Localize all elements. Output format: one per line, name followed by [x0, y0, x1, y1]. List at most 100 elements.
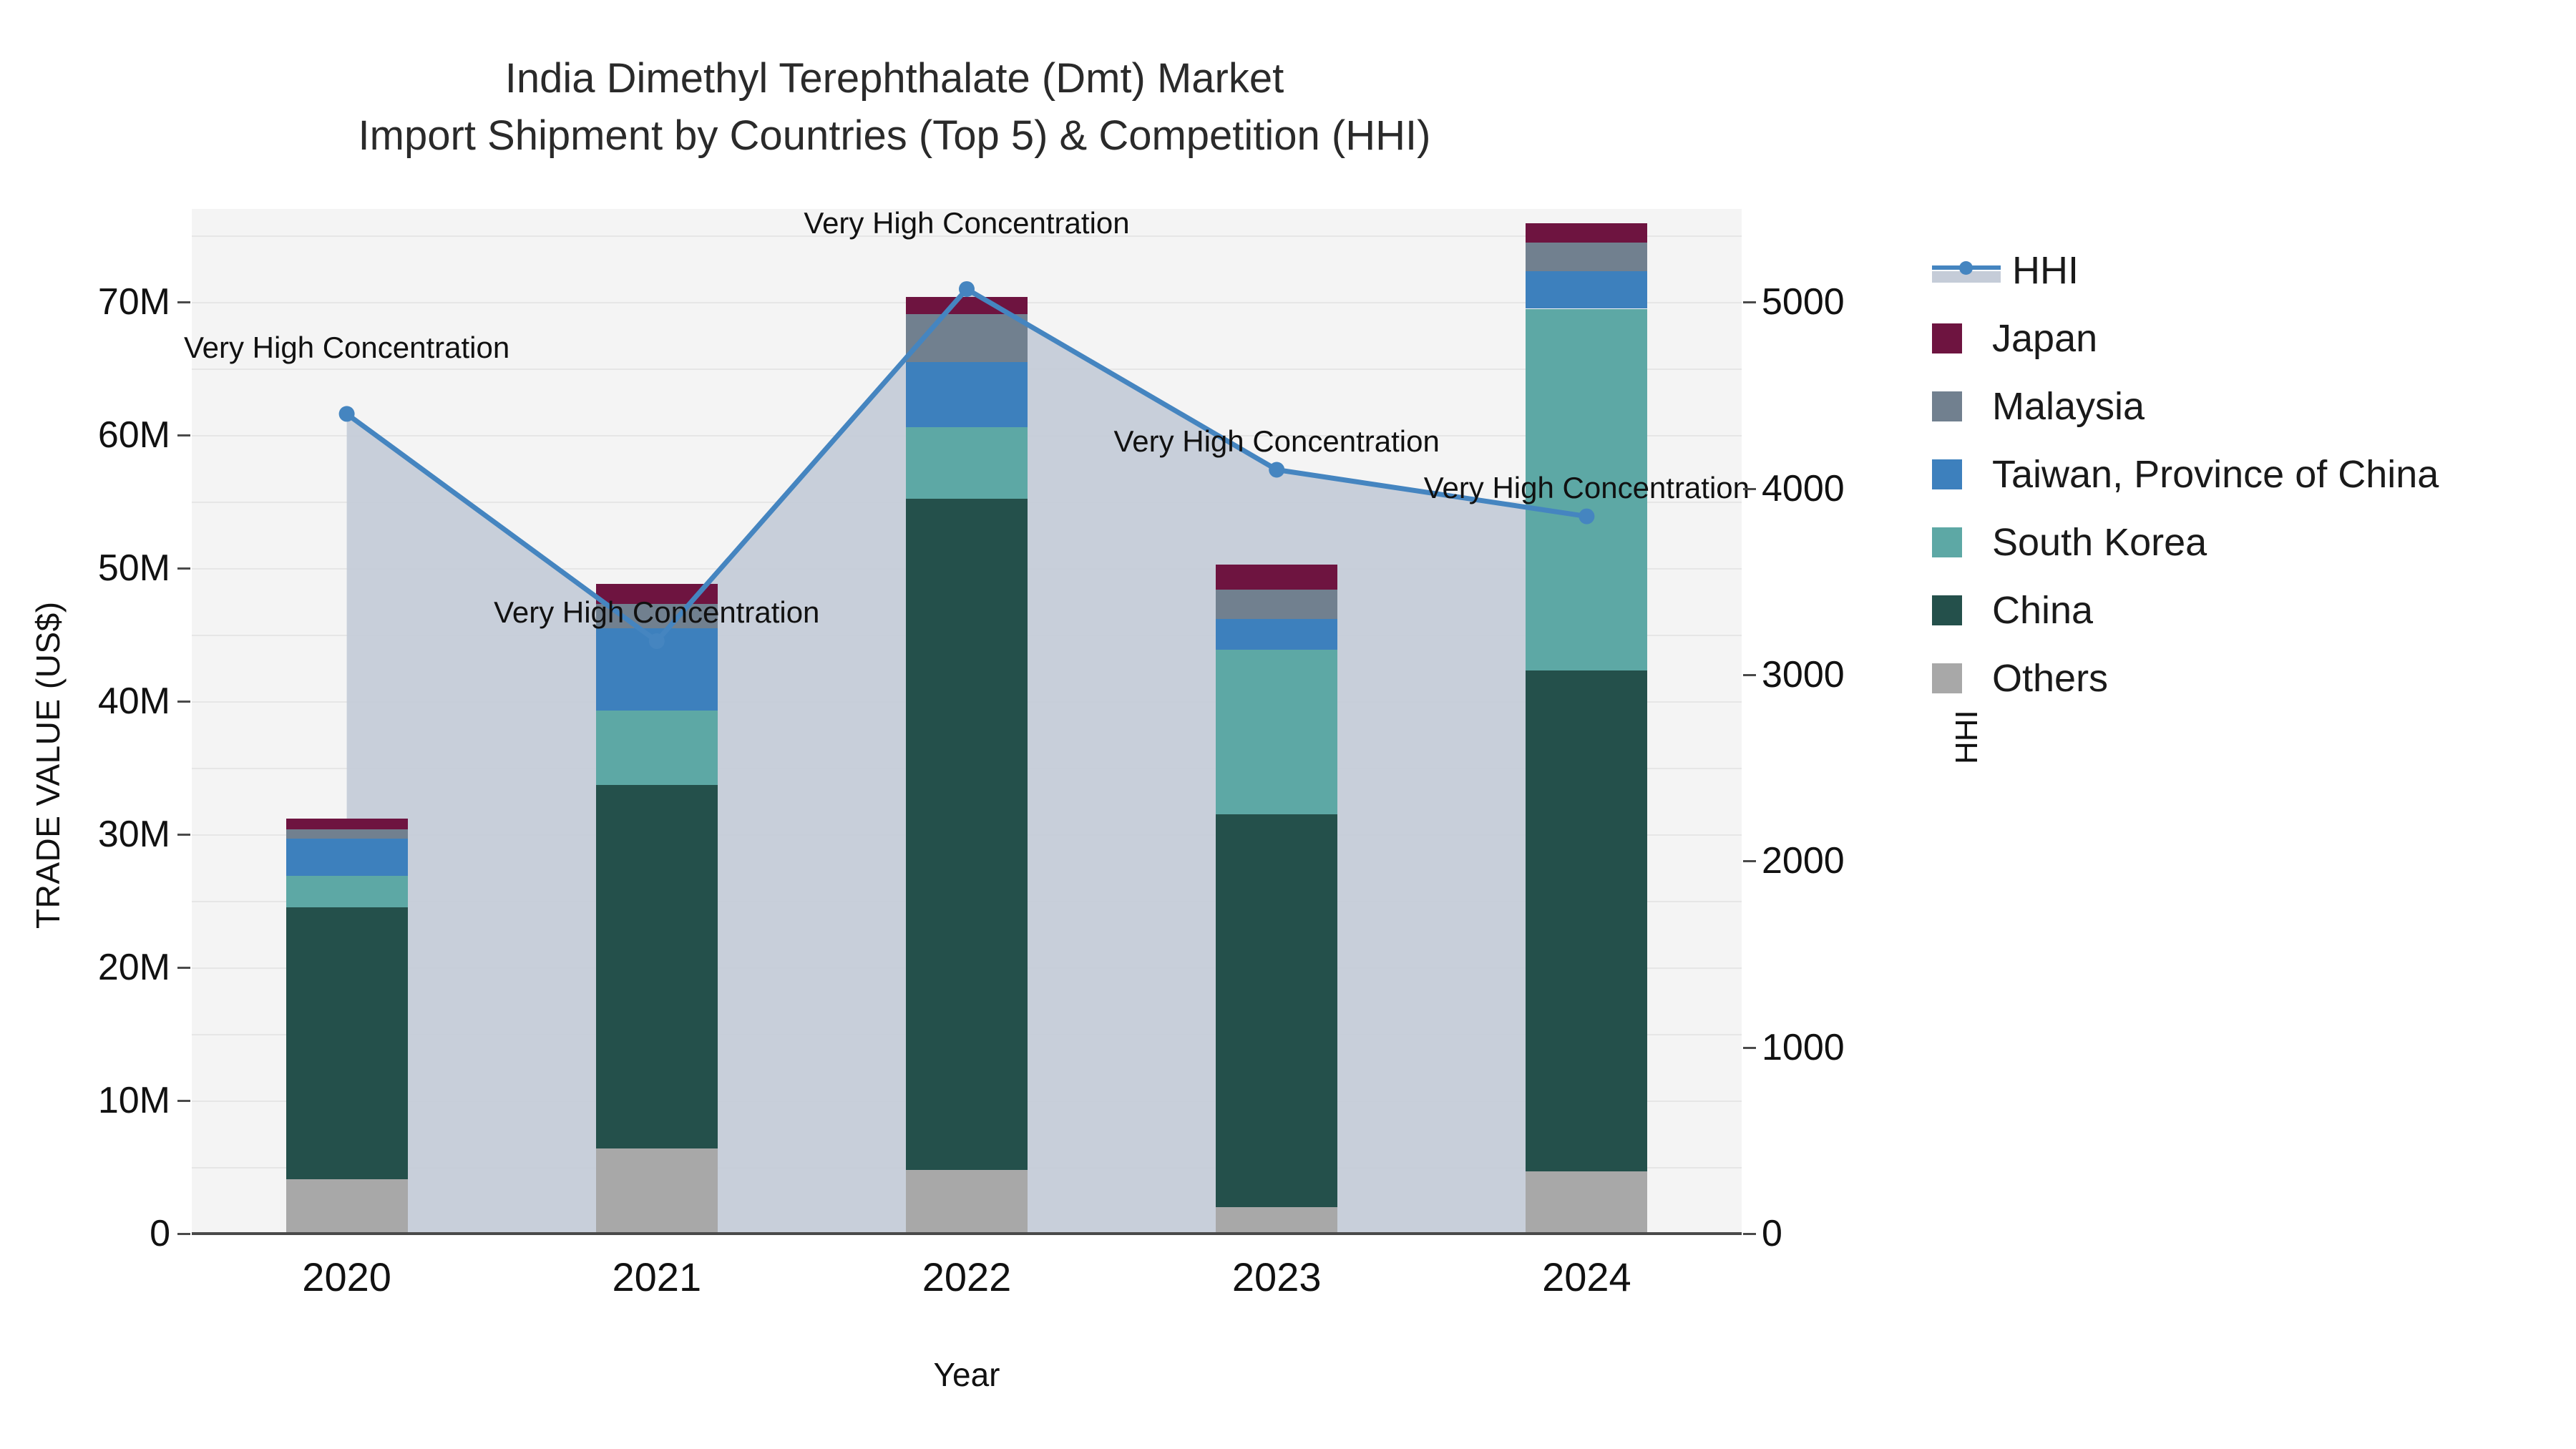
y-axis-tickmark-left	[177, 967, 190, 970]
legend-label: South Korea	[1992, 520, 2207, 564]
bar-2024[interactable]	[1526, 223, 1648, 1234]
y-axis-tickmark-right	[1743, 1046, 1756, 1049]
x-axis-title: Year	[933, 1356, 1000, 1393]
legend-item-malaysia[interactable]: Malaysia	[1932, 372, 2562, 440]
y-axis-tick-left: 10M	[97, 1080, 170, 1122]
bar-segment-south-korea-2021[interactable]	[595, 711, 718, 786]
x-axis-line	[192, 1232, 1742, 1235]
y-axis-tick-left: 40M	[97, 680, 170, 723]
y-axis-tick-right: 1000	[1762, 1026, 1845, 1068]
legend-item-hhi[interactable]: HHI	[1932, 236, 2562, 304]
bar-segment-china-2020[interactable]	[286, 907, 408, 1179]
y-axis-tick-left: 30M	[97, 814, 170, 856]
legend-swatch-icon	[1932, 527, 1962, 557]
x-axis-tick-2022: 2022	[922, 1254, 1012, 1299]
bar-segment-china-2024[interactable]	[1526, 670, 1648, 1171]
bar-segment-japan-2020[interactable]	[286, 818, 408, 829]
legend-swatch-icon	[1932, 323, 1962, 353]
bar-segment-malaysia-2020[interactable]	[286, 829, 408, 839]
y-axis-tick-right: 5000	[1762, 281, 1845, 323]
legend-swatch-icon	[1932, 663, 1962, 693]
bar-segment-south-korea-2020[interactable]	[286, 875, 408, 908]
y-axis-tick-left: 50M	[97, 547, 170, 590]
y-axis-tick-right: 4000	[1762, 467, 1845, 509]
bar-segment-others-2023[interactable]	[1216, 1206, 1338, 1234]
bar-segment-others-2024[interactable]	[1526, 1171, 1648, 1234]
annotation-concentration-2021: Very High Concentration	[494, 595, 820, 630]
bar-segment-malaysia-2022[interactable]	[906, 313, 1028, 362]
bar-segment-malaysia-2023[interactable]	[1216, 589, 1338, 619]
annotation-concentration-2020: Very High Concentration	[183, 331, 510, 365]
bar-2021[interactable]	[595, 584, 718, 1234]
bar-segment-japan-2024[interactable]	[1526, 223, 1648, 243]
y-axis-tick-right: 3000	[1762, 653, 1845, 696]
y-axis-tickmark-left	[177, 434, 190, 437]
y-axis-tickmark-right	[1743, 487, 1756, 490]
bar-segment-japan-2023[interactable]	[1216, 564, 1338, 590]
legend-label: Others	[1992, 656, 2109, 700]
y-axis-tick-left: 20M	[97, 947, 170, 989]
x-axis-tick-2024: 2024	[1542, 1254, 1631, 1299]
y-axis-tickmark-right	[1743, 860, 1756, 863]
y-axis-tickmark-left	[177, 1233, 190, 1235]
legend-label: Malaysia	[1992, 384, 2145, 428]
y-axis-tickmark-right	[1743, 301, 1756, 304]
annotation-concentration-2022: Very High Concentration	[804, 205, 1130, 240]
y-axis-tick-right: 2000	[1762, 840, 1845, 882]
y-axis-title-right: HHI	[1949, 710, 1984, 764]
bar-segment-japan-2022[interactable]	[906, 296, 1028, 314]
gridline	[192, 235, 1742, 238]
bar-segment-malaysia-2024[interactable]	[1526, 242, 1648, 272]
bar-segment-south-korea-2023[interactable]	[1216, 649, 1338, 815]
bar-segment-taiwan-province-of-china-2021[interactable]	[595, 628, 718, 711]
bar-segment-south-korea-2022[interactable]	[906, 427, 1028, 499]
legend-label: Taiwan, Province of China	[1992, 452, 2439, 496]
legend-label: China	[1992, 588, 2094, 632]
bar-segment-china-2022[interactable]	[906, 499, 1028, 1170]
chart-title: India Dimethyl Terephthalate (Dmt) Marke…	[358, 55, 1431, 160]
x-axis-tick-2021: 2021	[612, 1254, 702, 1299]
bar-segment-others-2020[interactable]	[286, 1179, 408, 1234]
bar-2023[interactable]	[1216, 564, 1338, 1234]
legend-line-marker-icon	[1932, 255, 2001, 286]
x-axis-tick-2020: 2020	[302, 1254, 391, 1299]
y-axis-title-left: TRADE VALUE (US$)	[29, 601, 67, 929]
y-axis-tickmark-left	[177, 701, 190, 703]
legend-item-taiwan-province-of-china[interactable]: Taiwan, Province of China	[1932, 440, 2562, 508]
y-axis-tickmark-left	[177, 301, 190, 304]
plot-area	[192, 209, 1742, 1235]
annotation-concentration-2024: Very High Concentration	[1423, 470, 1750, 504]
legend-label: HHI	[2012, 248, 2079, 292]
bar-segment-taiwan-province-of-china-2020[interactable]	[286, 838, 408, 876]
bar-segment-taiwan-province-of-china-2023[interactable]	[1216, 618, 1338, 650]
y-axis-tickmark-left	[177, 1100, 190, 1103]
bar-segment-taiwan-province-of-china-2024[interactable]	[1526, 271, 1648, 309]
bar-2020[interactable]	[286, 818, 408, 1234]
y-axis-tickmark-left	[177, 834, 190, 836]
bar-segment-taiwan-province-of-china-2022[interactable]	[906, 361, 1028, 427]
legend-item-japan[interactable]: Japan	[1932, 304, 2562, 372]
chart-legend: HHI Japan Malaysia Taiwan, Province of Chin…	[1932, 236, 2562, 712]
bar-segment-china-2023[interactable]	[1216, 814, 1338, 1207]
annotation-concentration-2023: Very High Concentration	[1113, 424, 1440, 458]
legend-label: Japan	[1992, 316, 2098, 360]
legend-swatch-icon	[1932, 391, 1962, 421]
y-axis-tick-left: 60M	[97, 414, 170, 457]
y-axis-tickmark-left	[177, 567, 190, 570]
bar-segment-others-2022[interactable]	[906, 1169, 1028, 1234]
legend-swatch-icon	[1932, 595, 1962, 625]
bar-segment-china-2021[interactable]	[595, 785, 718, 1148]
legend-item-others[interactable]: Others	[1932, 644, 2562, 712]
legend-item-china[interactable]: China	[1932, 576, 2562, 644]
x-axis-tick-2023: 2023	[1231, 1254, 1322, 1299]
legend-swatch-icon	[1932, 459, 1962, 489]
y-axis-tick-right: 0	[1762, 1213, 1782, 1254]
legend-item-south-korea[interactable]: South Korea	[1932, 508, 2562, 576]
y-axis-tick-left: 0	[150, 1213, 170, 1254]
y-axis-tick-left: 70M	[97, 281, 170, 323]
y-axis-tickmark-right	[1743, 1233, 1756, 1235]
bar-segment-others-2021[interactable]	[595, 1148, 718, 1234]
y-axis-tickmark-right	[1743, 673, 1756, 676]
bar-2022[interactable]	[906, 296, 1028, 1234]
